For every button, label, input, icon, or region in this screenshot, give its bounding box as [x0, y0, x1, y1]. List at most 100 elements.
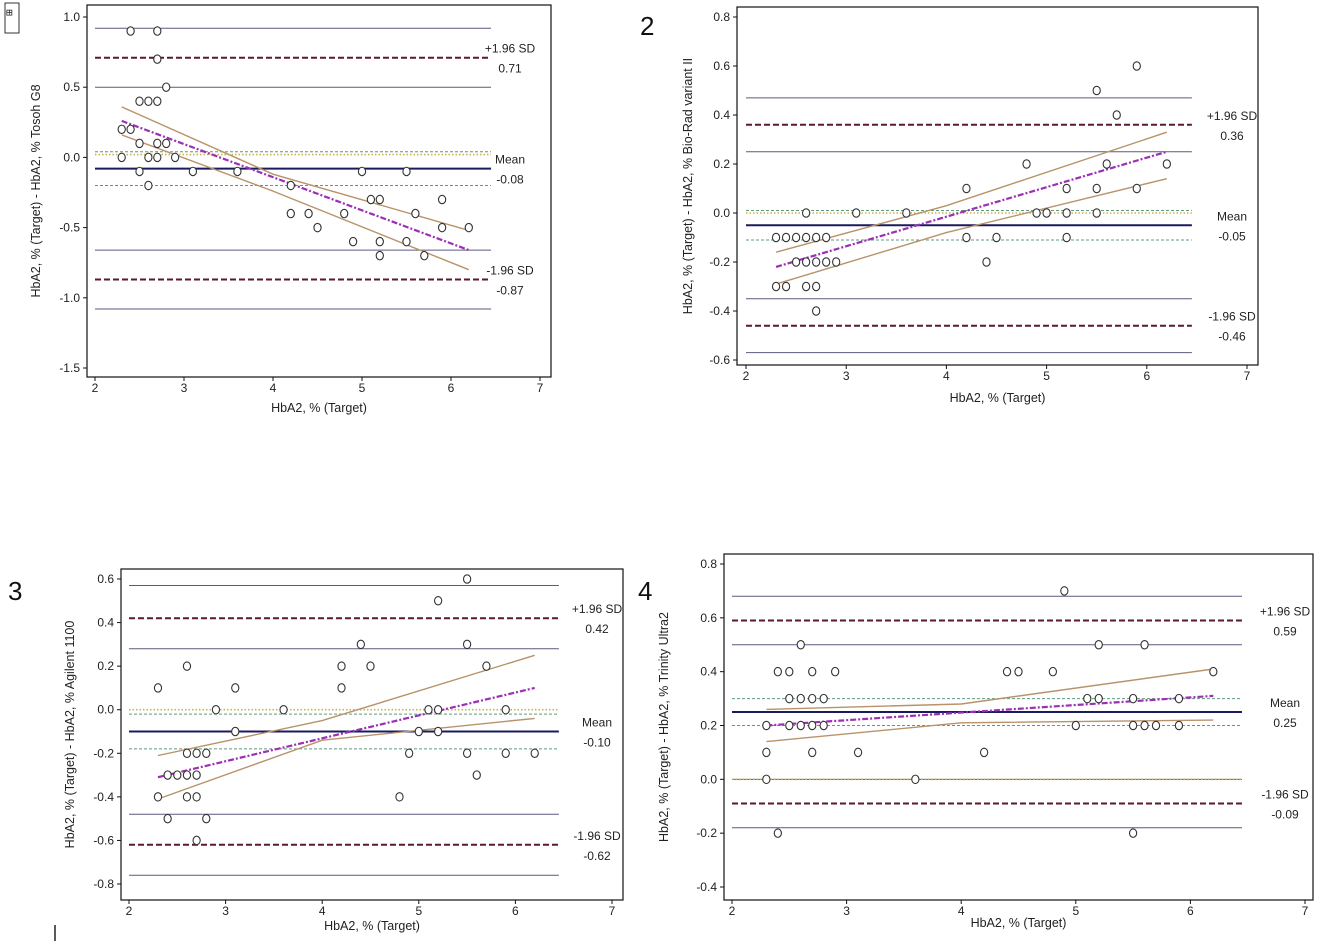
data-point [135, 166, 144, 177]
data-point [1128, 828, 1138, 838]
data-point [231, 726, 240, 737]
data-point [1062, 232, 1071, 243]
data-point [117, 152, 126, 163]
data-point [811, 257, 821, 267]
y-tick-label: -0.2 [709, 255, 730, 269]
x-tick-label: 4 [958, 904, 965, 918]
data-point [762, 747, 771, 758]
x-tick-label: 6 [1143, 369, 1150, 383]
x-tick-label: 2 [126, 904, 133, 918]
data-point [192, 770, 201, 780]
data-point [852, 208, 861, 218]
x-tick-label: 5 [359, 381, 366, 395]
data-point [830, 666, 840, 677]
mean-value: -0.05 [1218, 229, 1246, 243]
x-tick-label: 2 [743, 369, 750, 383]
data-point [771, 232, 781, 243]
data-point [771, 281, 781, 292]
data-point [911, 774, 920, 785]
data-point [462, 748, 472, 759]
data-point [182, 770, 192, 780]
data-point [979, 747, 989, 758]
x-tick-label: 5 [415, 904, 422, 918]
regression-line [121, 119, 470, 252]
y-tick-label: 0.2 [713, 157, 730, 171]
data-point [433, 726, 443, 737]
data-point [1128, 720, 1138, 731]
x-tick-label: 3 [843, 369, 850, 383]
data-point [117, 124, 126, 135]
data-point [153, 683, 163, 693]
data-point [822, 257, 831, 267]
data-point [1132, 183, 1141, 194]
data-point [1112, 110, 1121, 120]
data-point [785, 693, 794, 704]
data-point [801, 281, 811, 292]
data-point [801, 257, 811, 267]
data-point [853, 747, 863, 758]
data-point [785, 666, 794, 677]
lower-loa-value: -0.62 [583, 849, 611, 863]
data-point [1140, 639, 1149, 650]
data-point [472, 770, 481, 780]
data-point [962, 183, 971, 194]
data-point [402, 166, 411, 177]
y-tick-label: 0.0 [63, 150, 80, 164]
data-point [202, 748, 211, 759]
corner-glyph: ⊞ [4, 2, 20, 34]
plot-frame [736, 6, 1259, 366]
data-point [153, 792, 163, 802]
regression-ci-upper-curve [121, 106, 469, 232]
lower-loa-label: -1.96 SD [1261, 788, 1309, 802]
data-point [135, 96, 144, 106]
data-point [1071, 720, 1080, 731]
data-point [163, 813, 172, 824]
y-axis-title: HbA2, % (Target) - HbA2, % Trinity Ultra… [657, 612, 671, 842]
data-point [796, 693, 805, 704]
regression-line [157, 686, 535, 779]
y-tick-label: -0.4 [93, 790, 114, 804]
data-point [801, 232, 811, 243]
y-tick-label: -0.8 [93, 877, 114, 891]
data-point [356, 639, 365, 650]
upper-loa-label: +1.96 SD [1260, 605, 1311, 619]
data-point [791, 232, 801, 243]
y-tick-label: 0.4 [713, 108, 730, 122]
data-point [781, 232, 791, 243]
data-point [1094, 693, 1103, 704]
data-point [1062, 183, 1071, 194]
y-tick-label: 0.0 [713, 206, 730, 220]
data-point [357, 166, 367, 177]
x-tick-label: 6 [448, 381, 455, 395]
data-point [192, 748, 201, 759]
data-point [762, 720, 771, 731]
y-tick-label: 0.5 [63, 80, 80, 94]
data-point [366, 194, 376, 205]
data-point [1128, 693, 1138, 704]
chart-panel-1: -1.5 -1.0 -0.5 0.0 0.5 1.0 2 3 4 5 6 7 HbA2, % (Targ… [29, 4, 552, 415]
data-point [337, 661, 346, 671]
data-point [182, 748, 192, 759]
corner-glyph-text: ⊞ [6, 6, 13, 19]
data-point [153, 138, 162, 149]
data-point [153, 26, 162, 36]
data-point [791, 257, 801, 267]
x-tick-label: 2 [92, 381, 99, 395]
data-point [1083, 693, 1092, 704]
regression-ci-upper-curve [766, 668, 1214, 711]
data-point [279, 704, 288, 715]
data-point [126, 26, 135, 36]
data-point [982, 257, 991, 267]
data-point [762, 774, 771, 785]
data-point [1048, 666, 1058, 677]
x-tick-label: 3 [181, 381, 188, 395]
data-point [992, 232, 1001, 243]
data-point [170, 152, 180, 163]
data-point [902, 208, 911, 218]
plot-frame [723, 553, 1314, 901]
data-point [796, 720, 805, 731]
x-tick-label: 5 [1072, 904, 1079, 918]
x-tick-label: 7 [1302, 904, 1309, 918]
data-point [808, 693, 817, 704]
data-point [173, 770, 182, 780]
